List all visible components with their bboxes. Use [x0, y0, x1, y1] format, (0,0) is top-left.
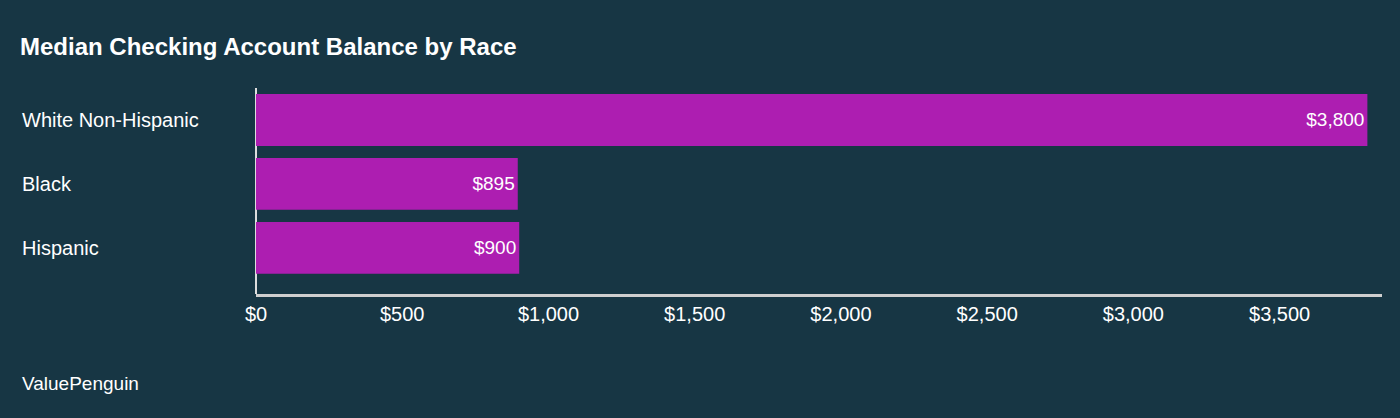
svg-text:$895: $895	[472, 173, 514, 194]
svg-text:$0: $0	[245, 303, 267, 325]
svg-text:$2,500: $2,500	[957, 303, 1018, 325]
svg-text:$3,500: $3,500	[1249, 303, 1310, 325]
svg-text:$2,000: $2,000	[810, 303, 871, 325]
svg-text:$500: $500	[380, 303, 425, 325]
svg-text:Black: Black	[22, 173, 72, 195]
svg-text:$1,000: $1,000	[518, 303, 579, 325]
svg-text:$1,500: $1,500	[664, 303, 725, 325]
svg-text:$3,000: $3,000	[1103, 303, 1164, 325]
svg-text:$3,800: $3,800	[1306, 109, 1364, 130]
svg-text:Median Checking Account Balanc: Median Checking Account Balance by Race	[20, 33, 517, 60]
svg-text:$900: $900	[474, 237, 516, 258]
svg-text:ValuePenguin: ValuePenguin	[22, 373, 139, 394]
svg-text:Hispanic: Hispanic	[22, 237, 99, 259]
svg-text:White Non-Hispanic: White Non-Hispanic	[22, 109, 199, 131]
